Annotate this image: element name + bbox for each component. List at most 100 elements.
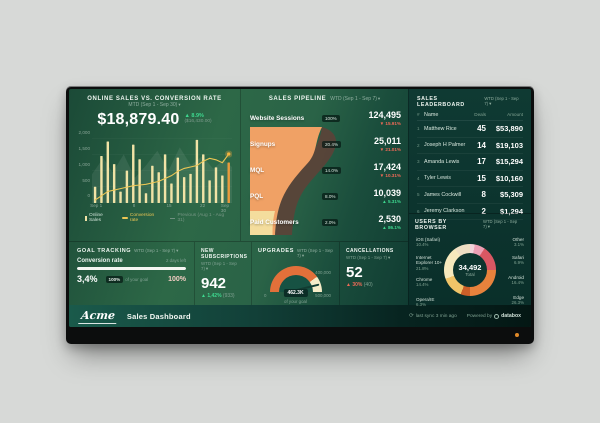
leaderboard-rank: 5 [417,192,420,198]
bar-swatch-icon [85,215,87,221]
dashboard-main: ONLINE SALES VS. CONVERSION RATE MTD (Se… [69,89,531,307]
legend-item-previous[interactable]: Previous (Aug 1 - Aug 31) [169,213,232,223]
new-subs-value: 942 [201,275,227,292]
online-sales-delta-note: ($16,430.00) [184,119,212,125]
donut-label-name: Other [512,237,525,242]
pipeline-stage-label: Website Sessions [250,114,305,122]
pipeline-stage-delta: ▲ 5.31% [382,198,401,204]
upgrades-title: UPGRADES [258,248,294,254]
leaderboard-rank: 3 [417,159,420,165]
pipeline-stage-label: MQL [250,166,265,174]
chevron-down-icon: ▾ [377,96,381,101]
x-tick-label: Sep 1 [90,203,103,208]
tv-bezel-bottom [69,327,531,344]
widget-upgrades: UPGRADES WTD (Sep 1 - Sep 7)▾ 0 4 [252,242,340,305]
cancellations-range-dropdown[interactable]: WTD (Sep 1 - Sep 7)▾ [346,255,391,260]
leaderboard-column-headers: # Name Deals Amount [417,112,523,121]
funnel-shape [250,127,337,235]
browser-range-dropdown[interactable]: WTD (Sep 1 - Sep 7)▾ [483,219,518,229]
widget-online-sales: ONLINE SALES VS. CONVERSION RATE MTD (Se… [69,89,241,241]
pipeline-stage-delta: ▲ 86.1% [382,224,401,230]
goal-target-value: 100% [168,275,186,283]
new-subs-delta: ▲ 1,42% [201,293,222,299]
legend-label: Previous (Aug 1 - Aug 31) [177,213,225,223]
donut-label-pct: 3.1% [513,242,524,248]
leaderboard-amount: $19,103 [495,140,523,150]
widget-cancellations: CANCELLATIONS WTD (Sep 1 - Sep 7)▾ 52 ▲ … [340,242,408,305]
pipeline-stage-label: Paid Customers [250,218,299,226]
widget-sales-pipeline: SALES PIPELINE WTD (Sep 1 - Sep 7)▾ Webs… [241,89,408,241]
donut-label-android: Android 16.4% [508,275,524,285]
databox-logo-icon [494,313,500,319]
browser-total: 34,492 [458,263,482,272]
goal-badge: 100% [105,275,124,283]
leaderboard-range-dropdown[interactable]: WTD (Sep 1 - Sep 7)▾ [484,96,519,106]
donut-label-internet-explorer-10-: Internet Explorer 10+ 21.8% [416,255,446,271]
chevron-down-icon: ▾ [176,248,179,253]
donut-label-other: Other 3.1% [513,237,525,247]
leaderboard-deals: 45 [477,124,486,134]
leaderboard-amount: $1,294 [500,206,523,216]
upgrades-range-dropdown[interactable]: WTD (Sep 1 - Sep 7)▾ [296,248,333,258]
donut-label-name: Chrome [416,277,433,282]
leaderboard-row: 2 Joseph H Palmer 14 $19,103 [417,138,523,154]
chevron-down-icon: ▾ [205,266,209,271]
leaderboard-rank: 6 [417,208,420,214]
cancellations-delta-note: (40) [363,282,373,288]
pipeline-stage-values: 2,530 ▲ 86.1% [378,214,401,230]
goal-badge-caption: of your goal [125,276,149,282]
donut-label-pct: 6.9% [513,260,524,266]
dash-swatch-icon [169,217,176,219]
pipeline-stage-value: 10,039 [373,188,401,199]
donut-ring [444,244,496,296]
new-subs-title: NEW SUBSCRIPTIONS [201,248,248,260]
donut-label-pct: 21.8% [416,265,429,271]
goal-range-dropdown[interactable]: WTD (Sep 1 - Sep 7)▾ [134,248,179,253]
powered-by: Powered by databox [466,313,521,319]
leaderboard-row: 4 Tyler Lewis 15 $10,160 [417,171,523,187]
leaderboard-amount: $10,160 [495,173,523,183]
chevron-down-icon: ▾ [178,102,181,107]
gauge-marker-label: 400,000 [315,270,331,275]
donut-label-pct: 14.4% [416,282,429,288]
goal-current-value: 3,4% [77,274,98,284]
chart-legend: Online Sales Conversion rate Previous (Aug… [85,213,232,223]
x-tick-label: Sep 30 [220,203,230,213]
donut-label-pct: 16.4% [511,280,524,286]
donut-label-safari: Safari 6.9% [512,255,524,265]
pipeline-stage-percent-badge: 2.0% [322,218,339,226]
pipeline-stage-value: 2,530 [378,214,401,225]
funnel-shadow-band [275,127,337,235]
legend-label: Conversion rate [129,213,155,223]
new-subs-range-dropdown[interactable]: WTD (Sep 1 - Sep 7)▾ [201,261,237,271]
pipeline-stage-values: 17,424 ▼ 10.31% [373,162,401,178]
goal-metric-label: Conversion rate [77,258,123,264]
funnel-bottom-segment [250,211,275,235]
pipeline-stage-percent-badge: 100% [322,114,340,122]
pipeline-stage-values: 124,495 ▼ 15.91% [368,110,401,126]
leaderboard-row: 1 Matthew Rice 45 $53,890 [417,121,523,138]
online-sales-range-dropdown[interactable]: MTD (Sep 1 - Sep 30)▾ [128,102,181,108]
y-tick-label: 0 [87,193,90,199]
leaderboard-row: 6 Jeremy Clarkson 2 $1,294 [417,204,523,220]
bottom-row: GOAL TRACKING WTD (Sep 1 - Sep 7)▾ Conve… [69,241,408,305]
chart-x-axis: Sep 1 8 15 22 Sep 30 [90,203,232,213]
chevron-down-icon: ▾ [388,255,391,260]
legend-item-online-sales[interactable]: Online Sales [85,213,116,223]
tv-frame: ONLINE SALES VS. CONVERSION RATE MTD (Se… [66,86,534,344]
pipeline-stage-label: Signups [250,140,276,148]
legend-item-conversion-rate[interactable]: Conversion rate [121,213,164,223]
donut-label-name: Internet Explorer 10+ [416,255,443,266]
pipeline-range-dropdown[interactable]: WTD (Sep 1 - Sep 7)▾ [330,96,381,102]
gauge-min-label: 0 [264,293,267,298]
pipeline-stage-percent-badge: 8.0% [322,192,339,200]
chart-plot-area [92,131,232,203]
pipeline-stage-delta: ▼ 15.91% [379,120,401,126]
y-tick-label: 500 [82,177,90,183]
pipeline-stage-percent-badge: 20.4% [322,140,342,148]
donut-label-name: iOS (Safari) [416,237,440,242]
leaderboard-row: 3 Amanda Lewis 17 $15,294 [417,154,523,171]
cancellations-delta: ▲ 30% [346,282,363,288]
x-tick-label: 8 [132,203,136,208]
online-sales-chart: 2,000 1,500 1,000 500 0 [77,130,232,203]
